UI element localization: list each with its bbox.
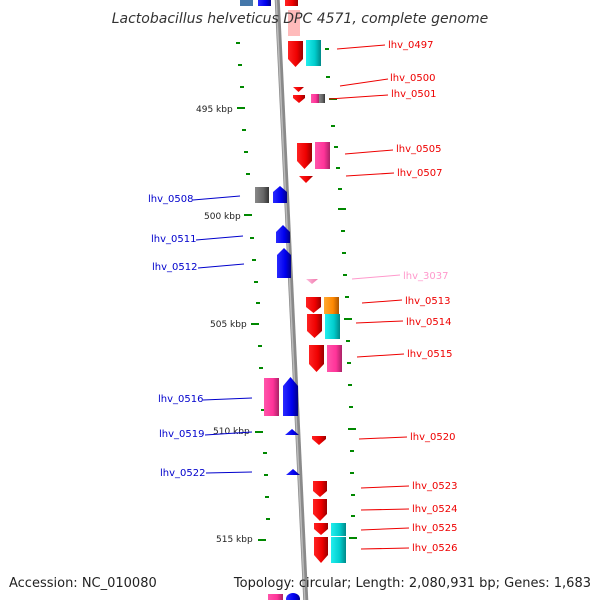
gene-lhv_0507[interactable] xyxy=(299,176,313,183)
gene-label[interactable]: lhv_0519 xyxy=(159,429,204,440)
kbp-marker: 500 kbp xyxy=(204,212,241,222)
gene-features-bottom[interactable] xyxy=(268,593,300,600)
left-leader-lines xyxy=(192,195,253,474)
gene-lhv_0500[interactable] xyxy=(293,87,304,92)
gene-lhv_0501[interactable] xyxy=(293,94,325,103)
gene-label[interactable]: lhv_0520 xyxy=(410,432,455,443)
gene-lhv_0525[interactable] xyxy=(314,523,346,536)
gene-lhv_0513[interactable] xyxy=(306,297,339,314)
gene-lhv_0514[interactable] xyxy=(307,314,340,339)
gene-label[interactable]: lhv_0511 xyxy=(151,234,196,245)
gene-label[interactable]: lhv_0523 xyxy=(412,481,457,492)
gene-lhv_3037[interactable] xyxy=(306,279,318,284)
gene-label[interactable]: lhv_0501 xyxy=(391,89,436,100)
gene-features-top[interactable] xyxy=(240,0,300,36)
gene-label[interactable]: lhv_0505 xyxy=(396,144,441,155)
gene-lhv_0524[interactable] xyxy=(313,499,327,521)
gene-lhv_0511[interactable] xyxy=(276,225,290,243)
gene-label[interactable]: lhv_0524 xyxy=(412,504,457,515)
gene-lhv_0497[interactable] xyxy=(288,40,321,67)
gene-label[interactable]: lhv_3037 xyxy=(403,271,448,282)
gene-lhv_0516[interactable] xyxy=(264,377,298,416)
kbp-marker: 495 kbp xyxy=(196,105,233,115)
leader-line-lhv_3037 xyxy=(351,274,401,280)
kbp-marker: 510 kbp xyxy=(213,427,250,437)
gene-lhv_0508[interactable] xyxy=(255,186,287,203)
gene-lhv_0526[interactable] xyxy=(314,537,346,563)
gene-label[interactable]: lhv_0500 xyxy=(390,73,435,84)
gene-lhv_0523[interactable] xyxy=(313,481,327,497)
kbp-marker: 515 kbp xyxy=(216,535,253,545)
gene-lhv_0522[interactable] xyxy=(286,469,300,475)
gene-label[interactable]: lhv_0514 xyxy=(406,317,451,328)
gene-lhv_0515[interactable] xyxy=(309,345,342,372)
genome-title: Lactobacillus helveticus DPC 4571, compl… xyxy=(112,11,489,27)
gene-label[interactable]: lhv_0522 xyxy=(160,468,205,479)
gene-lhv_0505[interactable] xyxy=(297,142,330,169)
gene-label[interactable]: lhv_0507 xyxy=(397,168,442,179)
gene-label[interactable]: lhv_0497 xyxy=(388,40,433,51)
gene-label[interactable]: lhv_0512 xyxy=(152,262,197,273)
genome-summary: Topology: circular; Length: 2,080,931 bp… xyxy=(233,576,591,591)
gene-lhv_0520[interactable] xyxy=(312,436,326,445)
scale-ticks xyxy=(236,42,357,541)
accession-text: Accession: NC_010080 xyxy=(9,576,157,591)
genome-backbone xyxy=(274,0,309,600)
kbp-marker: 505 kbp xyxy=(210,320,247,330)
gene-label[interactable]: lhv_0516 xyxy=(158,394,203,405)
gene-lhv_0512[interactable] xyxy=(277,248,291,278)
gene-label[interactable]: lhv_0513 xyxy=(405,296,450,307)
gene-label[interactable]: lhv_0515 xyxy=(407,349,452,360)
gene-label[interactable]: lhv_0525 xyxy=(412,523,457,534)
gene-label[interactable]: lhv_0526 xyxy=(412,543,457,554)
gene-lhv_0519[interactable] xyxy=(285,429,299,435)
gene-label[interactable]: lhv_0508 xyxy=(148,194,193,205)
right-leader-lines xyxy=(328,44,410,550)
